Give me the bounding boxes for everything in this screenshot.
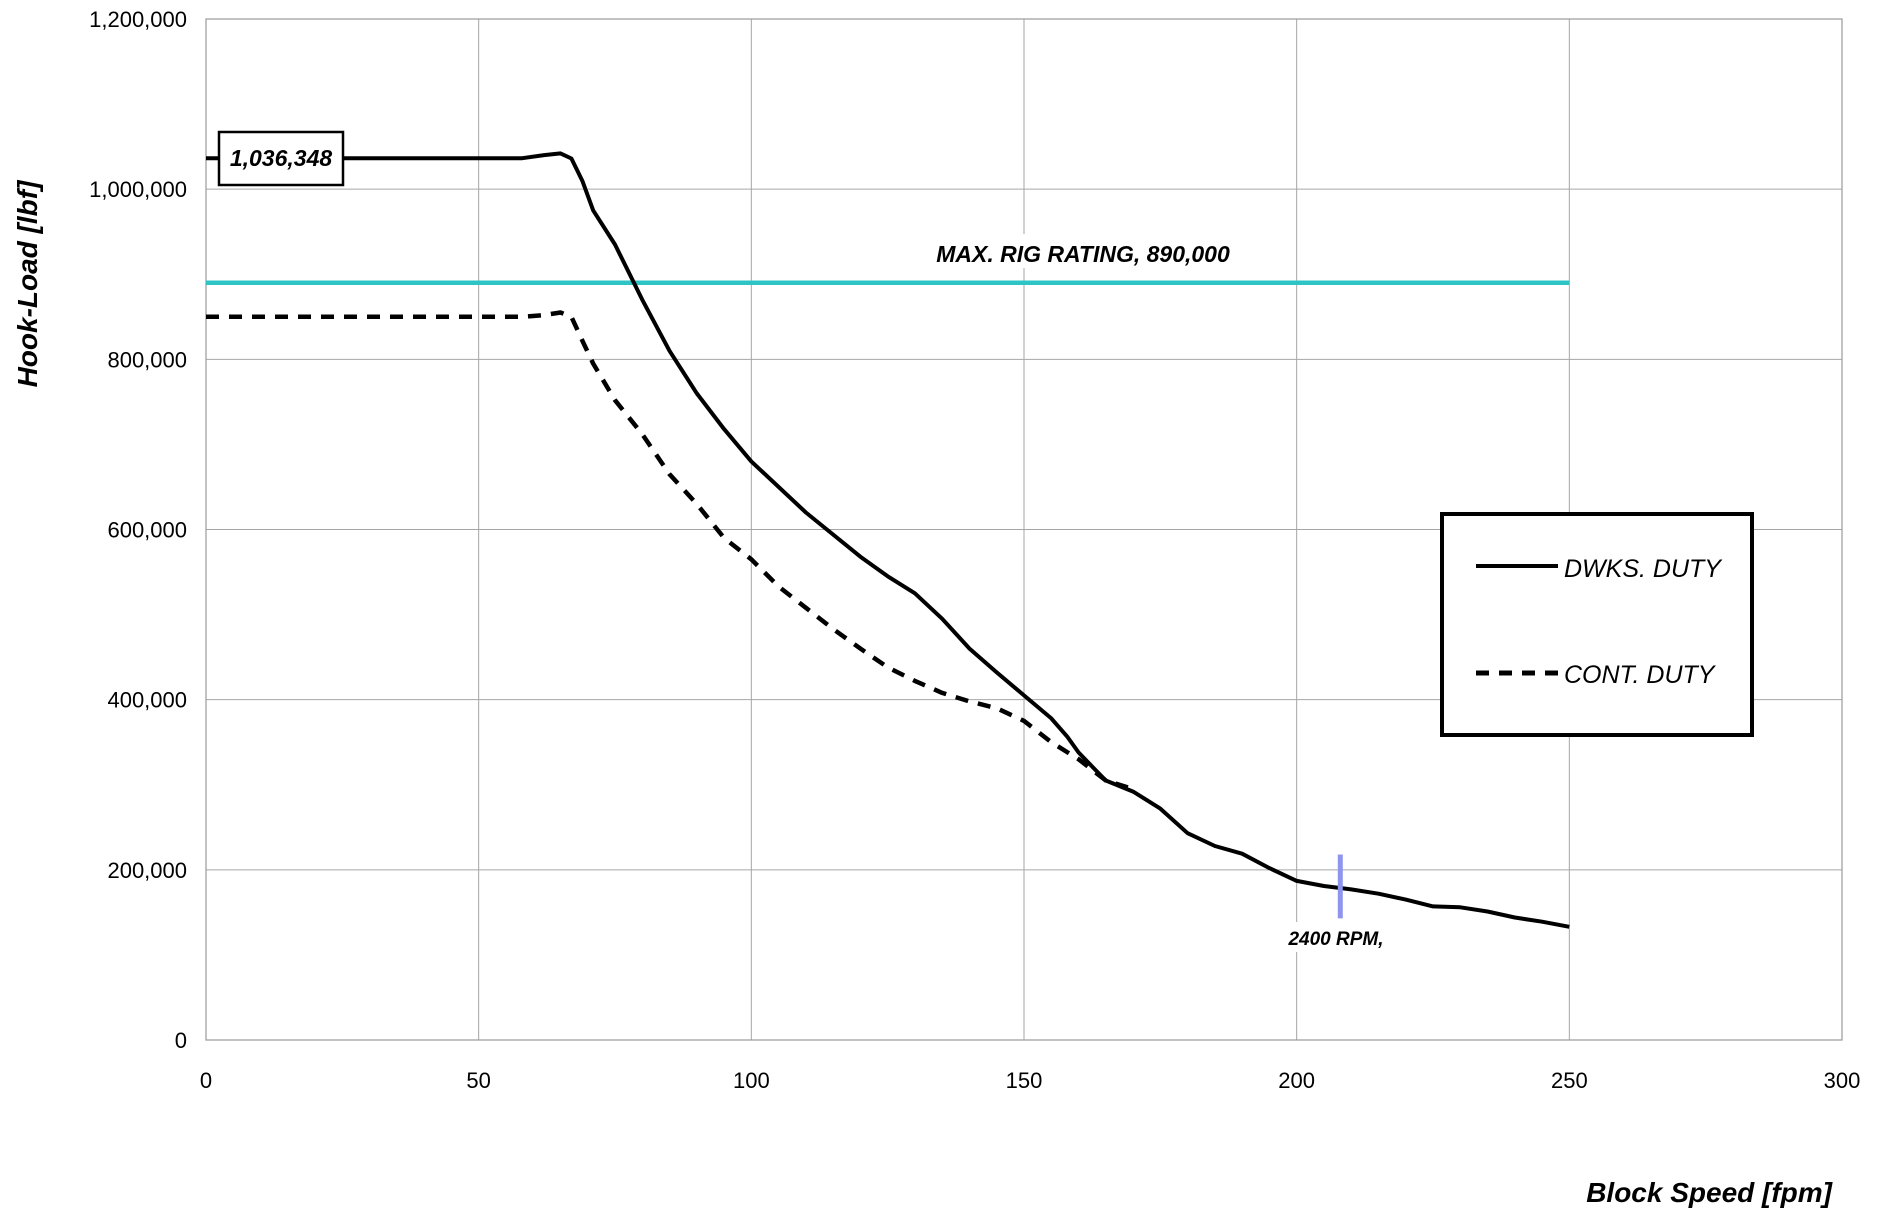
legend: DWKS. DUTY CONT. DUTY xyxy=(1440,512,1754,737)
y-tick-label: 600,000 xyxy=(107,518,187,543)
x-axis-title: Block Speed [fpm] xyxy=(1586,1177,1833,1208)
max-load-label-box xyxy=(217,130,345,187)
series-cont-duty-line xyxy=(206,310,1134,792)
max-load-label: 1,036,348 xyxy=(230,145,333,171)
legend-label-cont: CONT. DUTY xyxy=(1564,661,1717,689)
x-tick-label: 100 xyxy=(733,1068,770,1093)
x-tick-labels: 0 50 100 150 200 250 300 xyxy=(200,1068,1860,1093)
y-tick-label: 0 xyxy=(175,1028,187,1053)
y-tick-labels: 0 200,000 400,000 600,000 800,000 1,000,000 1,… xyxy=(89,7,187,1053)
y-axis-title: Hook-Load [lbf] xyxy=(12,179,43,388)
x-tick-label: 200 xyxy=(1278,1068,1315,1093)
y-tick-label: 1,200,000 xyxy=(89,7,187,32)
y-tick-label: 400,000 xyxy=(107,688,187,713)
x-tick-label: 300 xyxy=(1824,1068,1861,1093)
x-tick-label: 50 xyxy=(466,1068,490,1093)
y-tick-label: 200,000 xyxy=(107,858,187,883)
plot-area-border xyxy=(205,18,1843,1041)
series-layer xyxy=(206,151,1570,929)
rpm-label: 2400 RPM, xyxy=(1287,929,1383,950)
rpm-label-bg xyxy=(1283,922,1389,952)
y-tick-label: 800,000 xyxy=(107,347,187,372)
legend-box xyxy=(1440,512,1754,737)
y-tick-label: 1,000,000 xyxy=(89,177,187,202)
series-dwks-duty-line xyxy=(206,151,1570,929)
legend-label-dwks: DWKS. DUTY xyxy=(1564,555,1723,583)
rig-rating-label-bg xyxy=(928,234,1238,268)
x-tick-label: 250 xyxy=(1551,1068,1588,1093)
x-tick-label: 150 xyxy=(1006,1068,1043,1093)
x-tick-label: 0 xyxy=(200,1068,212,1093)
rig-rating-label: MAX. RIG RATING, 890,000 xyxy=(936,241,1230,267)
